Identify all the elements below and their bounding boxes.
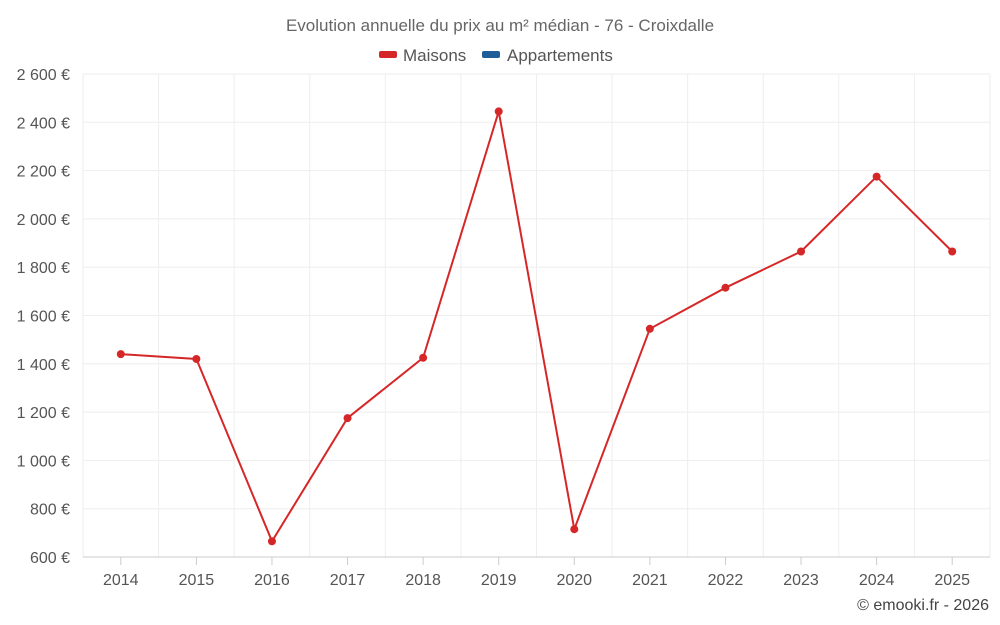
- y-tick-label: 2 600 €: [17, 67, 70, 84]
- x-axis-labels: 2014 2015 2016 2017 2018 2019 2020 2021 2022 2023…: [103, 557, 970, 589]
- credit-text: © emooki.fr - 2026: [857, 597, 989, 614]
- x-tick-label: 2016: [254, 572, 290, 589]
- x-tick-label: 2014: [103, 572, 139, 589]
- data-point-maisons[interactable]: [570, 525, 579, 534]
- legend-swatch-appartements: [482, 51, 500, 58]
- x-tick-label: 2021: [632, 572, 668, 589]
- x-tick-label: 2024: [859, 572, 895, 589]
- chart-title: Evolution annuelle du prix au m² médian …: [286, 16, 714, 35]
- data-point-maisons[interactable]: [721, 283, 730, 292]
- legend-swatch-maisons: [379, 51, 397, 58]
- series-layer: [116, 107, 957, 546]
- x-tick-label: 2023: [783, 572, 819, 589]
- y-tick-label: 800 €: [30, 502, 70, 519]
- y-tick-label: 2 400 €: [17, 115, 70, 132]
- x-tick-label: 2018: [405, 572, 441, 589]
- y-tick-label: 1 400 €: [17, 357, 70, 374]
- y-tick-label: 1 600 €: [17, 309, 70, 326]
- series-line-maisons: [120, 111, 953, 544]
- y-axis-labels: 600 € 800 € 1 000 € 1 200 € 1 400 € 1 600 € 1 …: [17, 67, 70, 567]
- data-point-maisons[interactable]: [267, 537, 276, 546]
- data-point-maisons[interactable]: [494, 107, 503, 116]
- data-point-maisons[interactable]: [343, 414, 352, 423]
- legend: Maisons Appartements: [379, 46, 613, 65]
- legend-label-maisons: Maisons: [403, 46, 466, 65]
- data-point-maisons[interactable]: [419, 353, 428, 362]
- y-tick-label: 1 000 €: [17, 453, 70, 470]
- y-tick-label: 2 000 €: [17, 212, 70, 229]
- data-point-maisons[interactable]: [872, 172, 881, 181]
- y-tick-label: 1 800 €: [17, 260, 70, 277]
- legend-label-appartements: Appartements: [507, 46, 613, 65]
- y-tick-label: 2 200 €: [17, 164, 70, 181]
- data-point-maisons[interactable]: [192, 354, 201, 363]
- x-tick-label: 2020: [556, 572, 592, 589]
- data-point-maisons[interactable]: [645, 324, 654, 333]
- legend-item-maisons[interactable]: Maisons: [379, 46, 466, 65]
- y-tick-label: 1 200 €: [17, 405, 70, 422]
- x-tick-label: 2015: [179, 572, 215, 589]
- y-tick-label: 600 €: [30, 550, 70, 567]
- data-point-maisons[interactable]: [797, 247, 806, 256]
- x-tick-label: 2019: [481, 572, 517, 589]
- data-point-maisons[interactable]: [116, 350, 125, 359]
- x-tick-label: 2025: [934, 572, 970, 589]
- data-point-maisons[interactable]: [948, 247, 957, 256]
- x-tick-label: 2022: [708, 572, 744, 589]
- x-tick-label: 2017: [330, 572, 366, 589]
- legend-item-appartements[interactable]: Appartements: [482, 46, 613, 65]
